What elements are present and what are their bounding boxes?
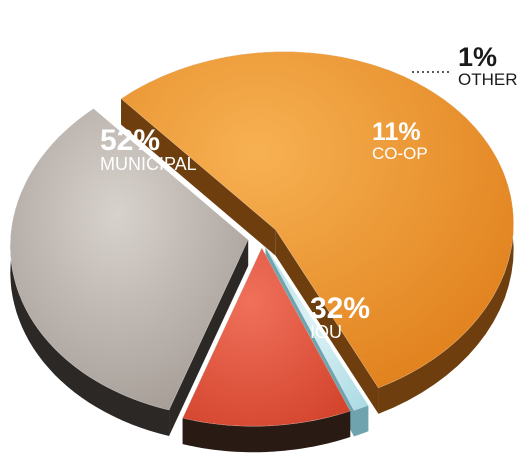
category-label-other: OTHER (458, 70, 518, 89)
value-label-coop: 11% (372, 118, 421, 146)
slice-municipal (120, 51, 514, 389)
slice-other (265, 247, 369, 411)
pie-tops (9, 51, 514, 427)
category-label-coop: CO-OP (372, 144, 428, 163)
slice-coop (182, 247, 351, 427)
value-label-other: 1% (458, 42, 497, 72)
slice-side-iou (10, 108, 169, 436)
slice-wall-iou-0 (169, 239, 249, 437)
slice-iou (9, 108, 249, 411)
category-label-municipal: MUNICIPAL (100, 154, 197, 174)
data-labels: 52%MUNICIPAL 1%OTHER 11%CO-OP 32%IOU (100, 42, 518, 342)
slice-wall-municipal-0 (121, 98, 276, 256)
category-label-iou: IOU (310, 322, 342, 342)
value-label-municipal: 52% (100, 124, 160, 157)
slice-side-coop (182, 411, 351, 453)
slice-wall-municipal-1 (275, 229, 379, 414)
value-label-iou: 32% (310, 292, 370, 325)
